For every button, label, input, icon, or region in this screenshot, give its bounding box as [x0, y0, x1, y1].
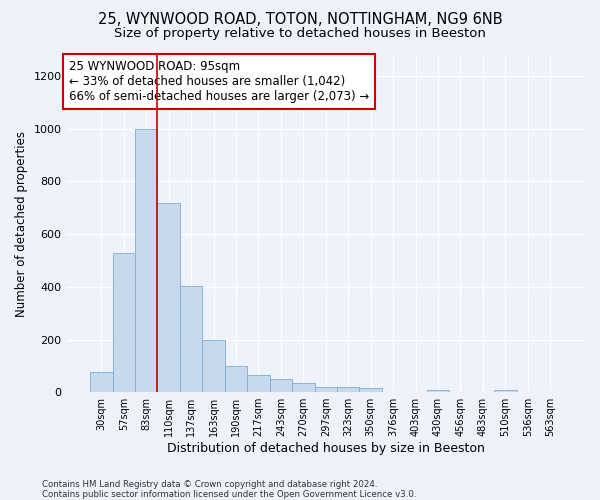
Y-axis label: Number of detached properties: Number of detached properties: [15, 130, 28, 316]
Bar: [494, 390, 517, 392]
Bar: [427, 390, 449, 392]
Bar: [135, 129, 157, 392]
Text: 25, WYNWOOD ROAD, TOTON, NOTTINGHAM, NG9 6NB: 25, WYNWOOD ROAD, TOTON, NOTTINGHAM, NG9…: [98, 12, 502, 28]
Bar: [269, 379, 292, 392]
Bar: [359, 388, 382, 392]
Text: Contains HM Land Registry data © Crown copyright and database right 2024.: Contains HM Land Registry data © Crown c…: [42, 480, 377, 489]
Bar: [337, 387, 359, 392]
Bar: [157, 202, 180, 392]
Text: Contains public sector information licensed under the Open Government Licence v3: Contains public sector information licen…: [42, 490, 416, 499]
Bar: [90, 372, 113, 392]
Bar: [202, 340, 225, 392]
Bar: [314, 387, 337, 392]
Bar: [180, 286, 202, 392]
Bar: [225, 366, 247, 392]
Bar: [292, 383, 314, 392]
X-axis label: Distribution of detached houses by size in Beeston: Distribution of detached houses by size …: [167, 442, 485, 455]
Bar: [247, 375, 269, 392]
Text: Size of property relative to detached houses in Beeston: Size of property relative to detached ho…: [114, 28, 486, 40]
Text: 25 WYNWOOD ROAD: 95sqm
← 33% of detached houses are smaller (1,042)
66% of semi-: 25 WYNWOOD ROAD: 95sqm ← 33% of detached…: [69, 60, 370, 103]
Bar: [113, 252, 135, 392]
